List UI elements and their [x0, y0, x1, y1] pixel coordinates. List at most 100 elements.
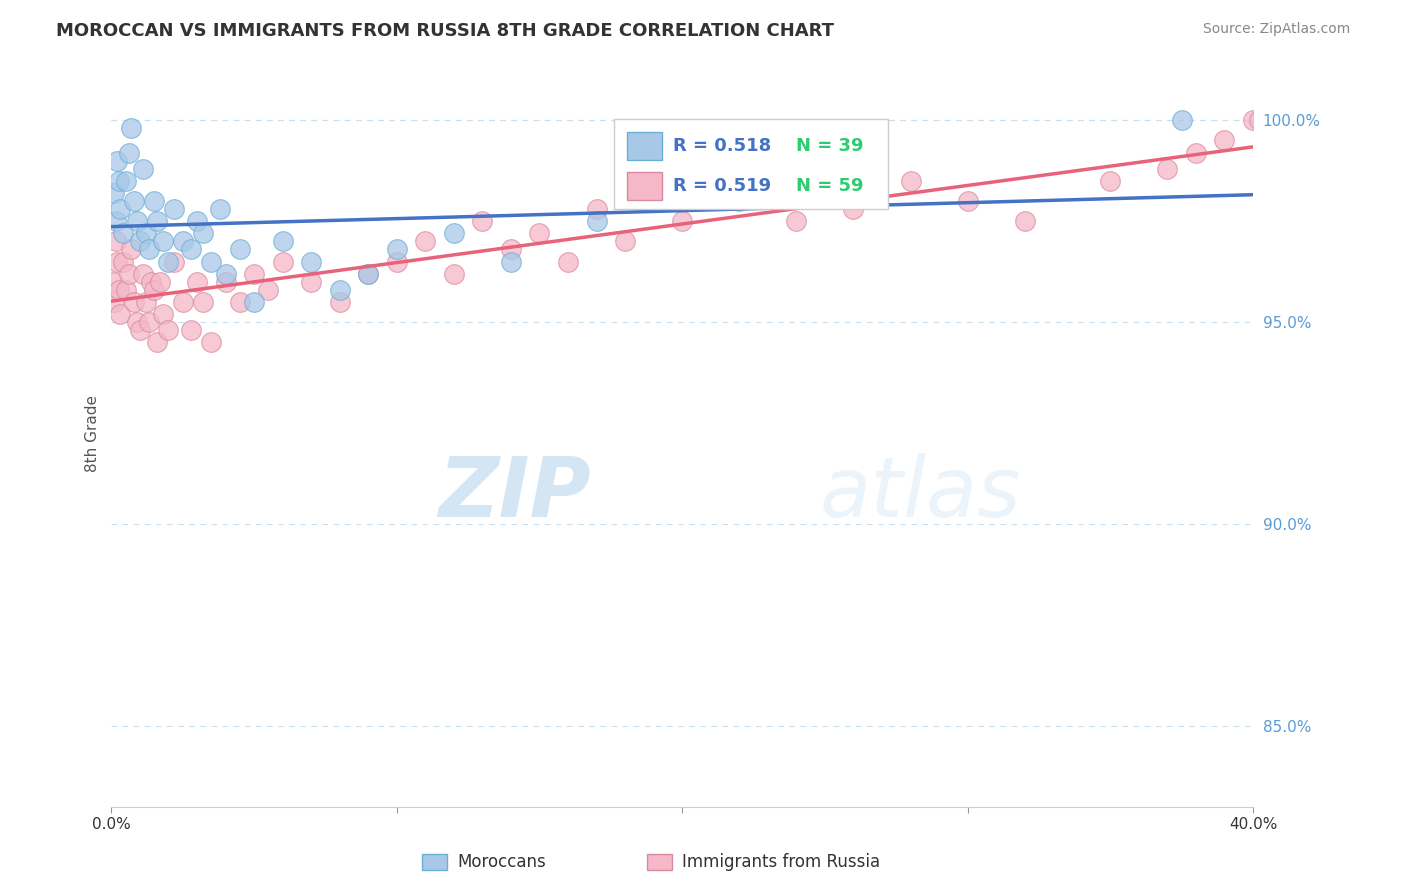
- Point: [135, 227, 157, 241]
- Text: Source: ZipAtlas.com: Source: ZipAtlas.com: [1202, 22, 1350, 37]
- Point: [138, 315, 160, 329]
- Point: [172, 295, 194, 310]
- Point: [271, 254, 294, 268]
- Point: [1170, 113, 1192, 128]
- Point: [135, 295, 157, 310]
- Text: R = 0.519: R = 0.519: [673, 177, 770, 195]
- Point: [141, 275, 163, 289]
- Point: [114, 283, 136, 297]
- Point: [163, 254, 186, 268]
- Point: [585, 202, 607, 216]
- Text: N = 59: N = 59: [796, 177, 863, 195]
- Point: [149, 275, 172, 289]
- Point: [243, 295, 266, 310]
- Point: [146, 335, 169, 350]
- Point: [1185, 145, 1208, 160]
- Point: [443, 227, 465, 241]
- Point: [191, 295, 214, 310]
- Point: [186, 214, 208, 228]
- Point: [107, 283, 129, 297]
- Point: [243, 267, 266, 281]
- Point: [671, 214, 693, 228]
- Y-axis label: 8th Grade: 8th Grade: [86, 395, 100, 472]
- Point: [152, 235, 174, 249]
- Point: [122, 194, 145, 208]
- Point: [163, 202, 186, 216]
- Point: [299, 275, 322, 289]
- Point: [127, 315, 149, 329]
- Text: MOROCCAN VS IMMIGRANTS FROM RUSSIA 8TH GRADE CORRELATION CHART: MOROCCAN VS IMMIGRANTS FROM RUSSIA 8TH G…: [56, 22, 834, 40]
- Point: [157, 323, 180, 337]
- Point: [814, 186, 837, 200]
- Point: [172, 235, 194, 249]
- Point: [499, 243, 522, 257]
- Point: [146, 214, 169, 228]
- Point: [499, 254, 522, 268]
- Point: [101, 275, 124, 289]
- Text: R = 0.518: R = 0.518: [673, 137, 772, 155]
- Point: [329, 295, 352, 310]
- Point: [104, 214, 127, 228]
- Point: [415, 235, 437, 249]
- Point: [157, 254, 180, 268]
- Point: [214, 275, 236, 289]
- Text: N = 39: N = 39: [796, 137, 863, 155]
- Text: Immigrants from Russia: Immigrants from Russia: [682, 853, 880, 871]
- Point: [1213, 133, 1236, 147]
- Point: [728, 194, 751, 208]
- Point: [103, 295, 125, 310]
- Point: [1014, 214, 1036, 228]
- Point: [117, 145, 139, 160]
- Point: [208, 202, 231, 216]
- Point: [117, 267, 139, 281]
- Point: [143, 194, 166, 208]
- Point: [357, 267, 380, 281]
- Point: [229, 243, 252, 257]
- Point: [257, 283, 280, 297]
- Point: [111, 227, 134, 241]
- Point: [956, 194, 979, 208]
- Text: ZIP: ZIP: [439, 452, 591, 533]
- Point: [129, 235, 152, 249]
- Point: [103, 186, 125, 200]
- Text: Moroccans: Moroccans: [457, 853, 546, 871]
- Point: [120, 121, 142, 136]
- Point: [443, 267, 465, 281]
- Point: [229, 295, 252, 310]
- Point: [120, 243, 142, 257]
- Point: [585, 214, 607, 228]
- Point: [104, 235, 127, 249]
- Point: [152, 307, 174, 321]
- Point: [107, 174, 129, 188]
- Point: [471, 214, 494, 228]
- Point: [180, 323, 202, 337]
- Point: [143, 283, 166, 297]
- Point: [1247, 113, 1270, 128]
- Bar: [627, 171, 662, 200]
- Point: [200, 254, 222, 268]
- Point: [728, 174, 751, 188]
- Point: [1156, 161, 1178, 176]
- Point: [614, 235, 637, 249]
- Point: [1099, 174, 1122, 188]
- Point: [299, 254, 322, 268]
- Point: [1241, 113, 1264, 128]
- Point: [132, 267, 155, 281]
- Point: [180, 243, 202, 257]
- Point: [122, 295, 145, 310]
- Point: [271, 235, 294, 249]
- FancyBboxPatch shape: [613, 120, 887, 209]
- Point: [132, 161, 155, 176]
- Point: [111, 254, 134, 268]
- Point: [385, 243, 408, 257]
- Point: [127, 214, 149, 228]
- Bar: [627, 132, 662, 161]
- Point: [214, 267, 236, 281]
- Point: [138, 243, 160, 257]
- Point: [108, 202, 131, 216]
- Point: [329, 283, 352, 297]
- Point: [108, 307, 131, 321]
- Point: [105, 254, 128, 268]
- Point: [129, 323, 152, 337]
- Point: [785, 214, 807, 228]
